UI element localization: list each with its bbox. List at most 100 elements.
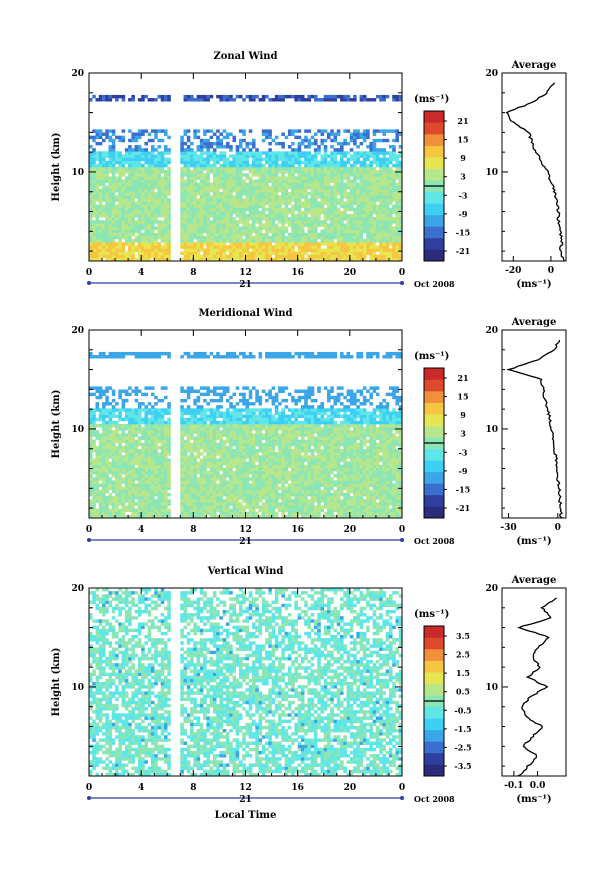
heatmap-cell (89, 198, 93, 202)
heatmap-cell (359, 176, 364, 180)
heatmap-cell (229, 204, 233, 209)
heatmap-cell (157, 129, 162, 133)
heatmap-cell (229, 248, 233, 252)
heatmap-cell (92, 232, 96, 237)
heatmap-cell (258, 170, 263, 174)
heatmap-cell (105, 455, 109, 459)
heatmap-cell (206, 188, 210, 193)
heatmap-cell (180, 417, 184, 422)
heatmap-cell (124, 217, 129, 221)
heatmap-cell (167, 411, 171, 415)
heatmap-cell (255, 232, 259, 237)
heatmap-cell (382, 254, 386, 259)
heatmap-cell (115, 248, 119, 252)
heatmap-cell (375, 94, 380, 99)
heatmap-cell (160, 442, 165, 447)
heatmap-cell (297, 157, 302, 162)
heatmap-cell (190, 424, 194, 428)
heatmap-cell (196, 439, 201, 444)
heatmap-cell (232, 204, 237, 209)
day-bar-end (400, 281, 404, 285)
heatmap-cell (356, 182, 360, 187)
heatmap-cell (216, 198, 220, 202)
heatmap-cell (327, 167, 331, 171)
heatmap-cell (121, 489, 126, 494)
heatmap-cell (157, 173, 162, 177)
heatmap-cell (128, 496, 132, 500)
heatmap-cell (183, 467, 188, 472)
heatmap-cell (291, 210, 295, 215)
heatmap-cell (232, 232, 237, 237)
heatmap-cell (340, 188, 344, 193)
heatmap-cell (186, 179, 191, 183)
heatmap-cell (134, 424, 139, 428)
heatmap-cell (111, 167, 116, 171)
heatmap-cell (186, 442, 191, 447)
heatmap-cell (300, 245, 305, 249)
heatmap-cell (238, 232, 243, 237)
heatmap-cell (199, 420, 204, 425)
heatmap-cell (216, 445, 220, 450)
heatmap-cell (196, 508, 201, 513)
heatmap-cell (186, 170, 191, 174)
heatmap-cell (294, 167, 298, 171)
heatmap-cell (372, 232, 377, 237)
heatmap-cell (144, 445, 148, 450)
heatmap-cell (268, 229, 272, 234)
heatmap-cell (313, 192, 318, 196)
heatmap-cell (121, 198, 126, 202)
heatmap-cell (118, 138, 122, 143)
heatmap-cell (219, 167, 223, 171)
heatmap-cell (379, 170, 383, 174)
heatmap-cell (291, 217, 295, 221)
heatmap-cell (327, 195, 331, 199)
heatmap-cell (154, 420, 158, 425)
heatmap-cell (95, 129, 100, 133)
heatmap-cell (212, 217, 217, 221)
heatmap-cell (144, 232, 148, 237)
heatmap-cell (375, 157, 380, 162)
heatmap-cell (183, 160, 188, 165)
heatmap-cell (134, 508, 139, 513)
heatmap-cell (317, 185, 321, 190)
heatmap-cell (203, 483, 207, 487)
heatmap-cell (336, 239, 341, 243)
heatmap-cell (284, 217, 289, 221)
heatmap-cell (395, 163, 400, 168)
heatmap-cell (340, 223, 344, 227)
heatmap-cell (265, 217, 269, 221)
heatmap-cell (323, 129, 328, 133)
heatmap-cell (111, 94, 116, 99)
heatmap-cell (362, 157, 367, 162)
heatmap-cell (128, 145, 132, 149)
heatmap-cell (343, 176, 347, 180)
colorbar-swatch (424, 226, 444, 239)
heatmap-cell (102, 185, 106, 190)
heatmap-cell (121, 464, 126, 469)
heatmap-cell (313, 245, 318, 249)
heatmap-cell (180, 167, 184, 171)
heatmap-cell (89, 176, 93, 180)
heatmap-cell (297, 145, 302, 149)
heatmap-cell (304, 235, 308, 240)
heatmap-cell (118, 195, 122, 199)
heatmap-cell (209, 195, 214, 199)
heatmap-cell (356, 223, 360, 227)
heatmap-cell (225, 145, 230, 149)
heatmap-cell (287, 182, 292, 187)
heatmap-cell (372, 160, 377, 165)
heatmap-cell (209, 502, 214, 506)
heatmap-cell (320, 223, 325, 227)
heatmap-cell (216, 248, 220, 252)
heatmap-cell (212, 176, 217, 180)
heatmap-cell (128, 417, 132, 422)
heatmap-cell (141, 179, 145, 183)
heatmap-cell (128, 138, 132, 143)
heatmap-cell (212, 464, 217, 469)
heatmap-cell (111, 439, 116, 444)
heatmap-cell (343, 138, 347, 143)
heatmap-cell (163, 195, 168, 199)
heatmap-cell (271, 207, 276, 212)
heatmap-cell (193, 489, 197, 494)
heatmap-cell (160, 204, 165, 209)
